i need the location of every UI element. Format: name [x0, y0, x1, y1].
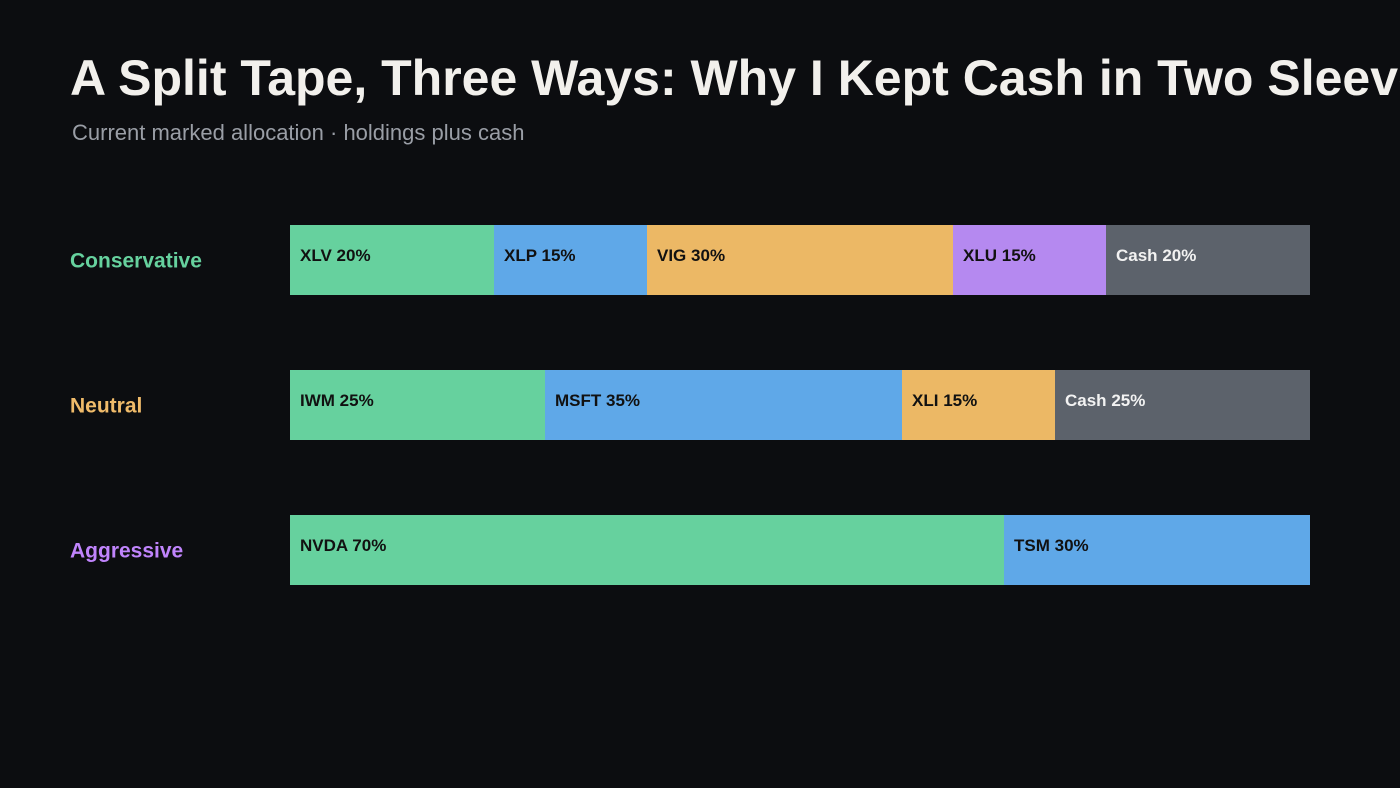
segment-name: XLI — [912, 391, 938, 410]
segment-label: XLI 15% — [912, 391, 977, 410]
segment-label: TSM 30% — [1014, 536, 1089, 555]
segment-name: TSM — [1014, 536, 1050, 555]
segment-name: VIG — [657, 246, 686, 265]
segment-label: XLV 20% — [300, 246, 371, 265]
bar-segment — [647, 225, 953, 295]
chart-title: A Split Tape, Three Ways: Why I Kept Cas… — [70, 50, 1400, 106]
segment-name: MSFT — [555, 391, 602, 410]
bar-segment — [1106, 225, 1310, 295]
chart-subtitle: Current marked allocation · holdings plu… — [72, 120, 524, 145]
segment-value: 15% — [542, 246, 576, 265]
row-label: Aggressive — [70, 540, 183, 563]
segment-label: IWM 25% — [300, 391, 374, 410]
bar-segment — [494, 225, 647, 295]
segment-label: Cash 25% — [1065, 391, 1145, 410]
bar-segment — [290, 225, 494, 295]
segment-name: XLU — [963, 246, 997, 265]
segment-label: XLU 15% — [963, 246, 1036, 265]
segment-label: Cash 20% — [1116, 246, 1196, 265]
segment-value: 35% — [606, 391, 640, 410]
segment-value: 70% — [352, 536, 386, 555]
segment-label: XLP 15% — [504, 246, 576, 265]
segment-label: VIG 30% — [657, 246, 725, 265]
segment-name: Cash — [1065, 391, 1107, 410]
bar-segment — [1055, 370, 1310, 440]
bar-segment — [290, 515, 1004, 585]
bar-segment — [953, 225, 1106, 295]
segment-label: MSFT 35% — [555, 391, 640, 410]
segment-value: 25% — [340, 391, 374, 410]
bar-segment — [545, 370, 902, 440]
segment-name: NVDA — [300, 536, 348, 555]
bar-segment — [902, 370, 1055, 440]
segment-value: 25% — [1111, 391, 1145, 410]
segment-name: XLV — [300, 246, 332, 265]
segment-value: 30% — [691, 246, 725, 265]
segment-label: NVDA 70% — [300, 536, 386, 555]
segment-value: 20% — [337, 246, 371, 265]
row-label: Neutral — [70, 395, 142, 418]
segment-value: 30% — [1055, 536, 1089, 555]
bar-segment — [1004, 515, 1310, 585]
segment-value: 15% — [1002, 246, 1036, 265]
row-label: Conservative — [70, 250, 202, 273]
segment-value: 20% — [1162, 246, 1196, 265]
segment-name: IWM — [300, 391, 335, 410]
segment-name: XLP — [504, 246, 537, 265]
bar-segment — [290, 370, 545, 440]
segment-name: Cash — [1116, 246, 1158, 265]
segment-value: 15% — [943, 391, 977, 410]
